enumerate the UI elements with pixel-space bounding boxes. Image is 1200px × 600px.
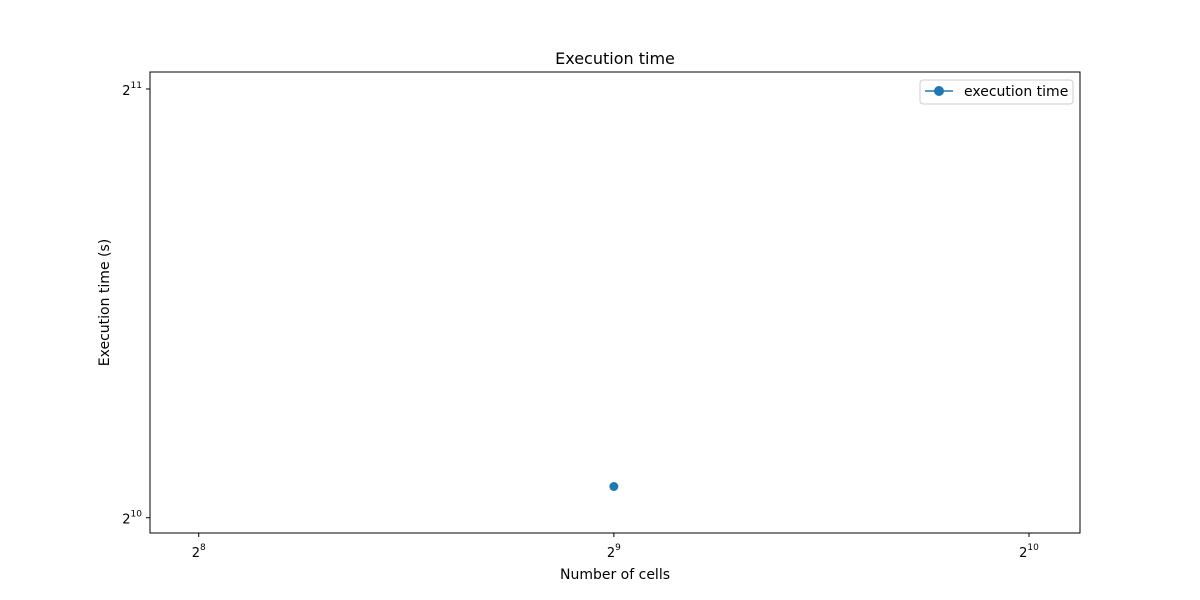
- series-layer: [609, 481, 619, 491]
- plot-area: [150, 72, 1080, 533]
- y-axis-label: Execution time (s): [97, 239, 113, 366]
- y-axis-ticks: 210 211: [122, 81, 150, 528]
- x-tick-label: 28: [192, 543, 206, 561]
- x-tick-label: 210: [1019, 543, 1039, 561]
- x-axis-label: Number of cells: [560, 567, 670, 583]
- data-point: [609, 481, 619, 491]
- legend-marker-swatch: [934, 86, 944, 96]
- legend-box: [919, 79, 1074, 105]
- x-axis-ticks: 28 29 210: [192, 533, 1039, 561]
- legend-label: execution time: [964, 84, 1068, 100]
- y-tick-label: 210: [122, 510, 142, 528]
- plot-frame: [149, 71, 1081, 534]
- legend: execution time: [919, 79, 1074, 105]
- x-tick-label: 29: [607, 543, 621, 561]
- chart-title: Execution time: [555, 49, 675, 68]
- y-tick-label: 211: [122, 81, 142, 99]
